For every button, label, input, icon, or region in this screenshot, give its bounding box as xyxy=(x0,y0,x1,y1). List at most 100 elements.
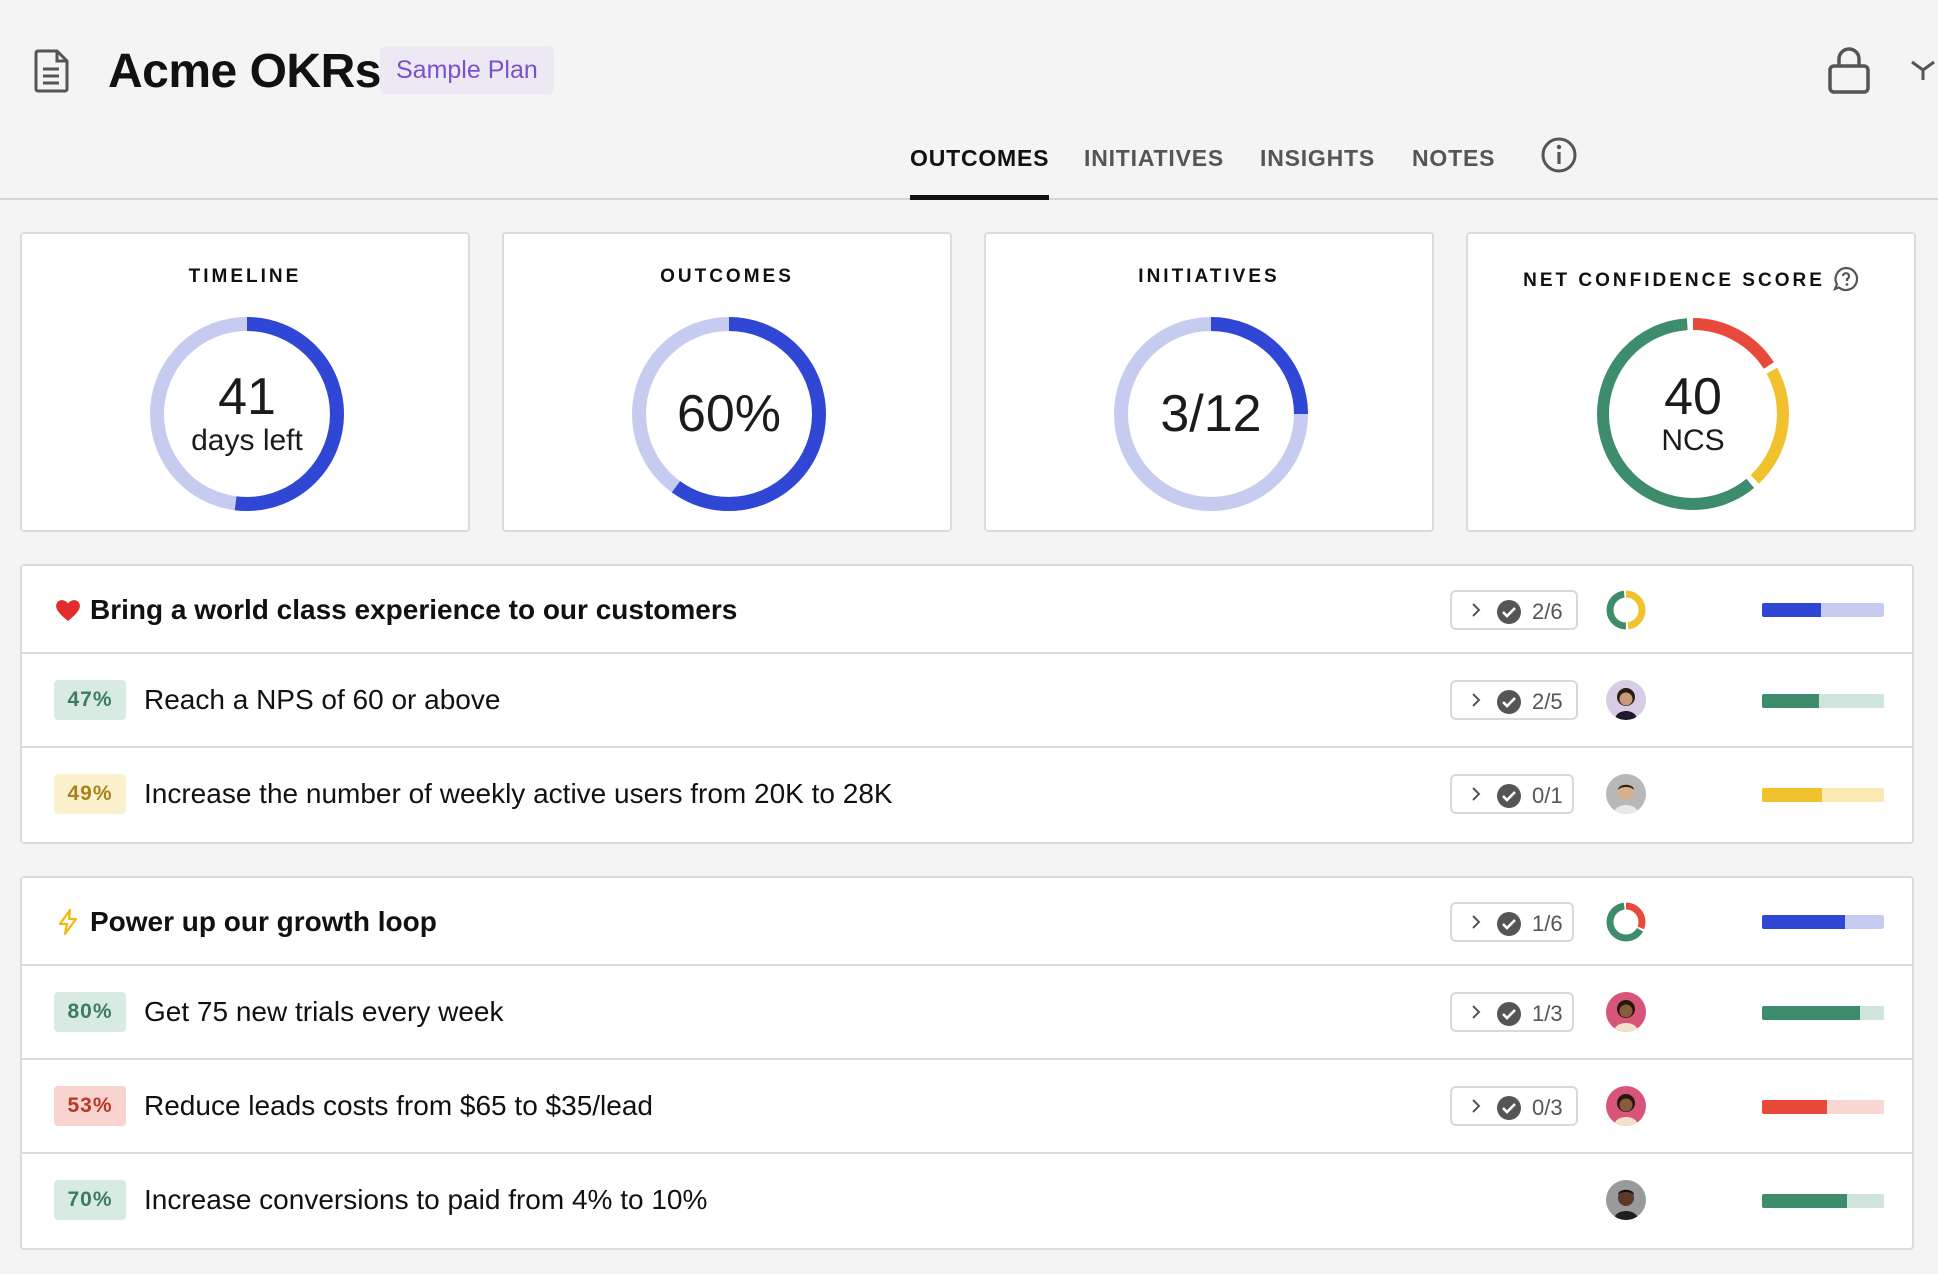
ring-progress xyxy=(150,317,344,511)
check-circle-icon xyxy=(1497,912,1521,936)
ncs-card: NET CONFIDENCE SCORE 40 NCS xyxy=(1466,232,1916,532)
ring-segment xyxy=(1606,902,1646,942)
kr-title: Get 75 new trials every week xyxy=(144,996,504,1027)
tab-notes[interactable]: NOTES xyxy=(1412,145,1496,171)
progress-fill xyxy=(1762,694,1820,708)
kr-progress-bar xyxy=(1762,694,1884,708)
objective-row[interactable]: Bring a world class experience to our cu… xyxy=(22,566,1912,654)
tab-outcomes[interactable]: OUTCOMES xyxy=(910,142,1050,200)
timeline-ring xyxy=(150,317,344,511)
key-result-row[interactable]: 53% Reduce leads costs from $65 to $35/l… xyxy=(22,1060,1912,1154)
kr-title: Increase the number of weekly active use… xyxy=(144,778,893,809)
tab-insights[interactable]: INSIGHTS xyxy=(1260,145,1376,171)
chevron-right-icon xyxy=(1472,1099,1481,1113)
initiatives-ring xyxy=(1114,317,1308,511)
kr-title: Increase conversions to paid from 4% to … xyxy=(144,1184,708,1215)
key-result-row[interactable]: 70% Increase conversions to paid from 4%… xyxy=(22,1154,1912,1248)
initiatives-toggle-button[interactable]: 0/3 xyxy=(1450,1086,1578,1126)
kr-progress-bar xyxy=(1762,1100,1884,1114)
kr-progress-bar xyxy=(1762,788,1884,802)
kr-progress-bar xyxy=(1762,1194,1884,1208)
initiatives-toggle-button[interactable]: 0/1 xyxy=(1450,774,1574,814)
lock-icon[interactable] xyxy=(1826,46,1872,94)
ncs-unit: NCS xyxy=(1661,424,1725,457)
confidence-ring xyxy=(1606,590,1646,630)
ncs-ring xyxy=(1597,318,1789,510)
plan-badge[interactable]: Sample Plan xyxy=(380,46,554,94)
owner-avatar[interactable] xyxy=(1606,774,1646,814)
outcomes-label: OUTCOMES xyxy=(660,266,794,287)
tab-bar: OUTCOMES INITIATIVES INSIGHTS NOTES xyxy=(0,130,1938,200)
kr-progress-bar xyxy=(1762,1006,1884,1020)
check-circle-icon xyxy=(1497,600,1521,624)
progress-fill xyxy=(1762,1100,1827,1114)
ring-segment xyxy=(1606,902,1646,942)
check-circle-icon xyxy=(1497,1096,1521,1120)
timeline-label: TIMELINE xyxy=(188,266,302,287)
initiatives-toggle-button[interactable]: 2/6 xyxy=(1450,590,1578,630)
owner-avatar[interactable] xyxy=(1606,1180,1646,1220)
ncs-label-text: NET CONFIDENCE SCORE xyxy=(1523,270,1825,291)
owner-avatar[interactable] xyxy=(1606,1086,1646,1126)
chevron-right-icon xyxy=(1472,603,1481,617)
timeline-value: 41 xyxy=(218,368,276,426)
info-icon[interactable] xyxy=(1540,136,1578,174)
initiatives-toggle-button[interactable]: 1/3 xyxy=(1450,992,1574,1032)
kr-percent-badge: 70% xyxy=(54,1180,126,1220)
kr-title: Reduce leads costs from $65 to $35/lead xyxy=(144,1090,653,1121)
document-icon xyxy=(34,49,69,93)
progress-fill xyxy=(1762,1006,1860,1020)
ncs-label: NET CONFIDENCE SCORE xyxy=(1468,266,1914,292)
objective-progress-bar xyxy=(1762,915,1884,929)
chevron-right-icon xyxy=(1472,787,1481,801)
tab-initiatives[interactable]: INITIATIVES xyxy=(1084,145,1224,171)
kr-percent-badge: 47% xyxy=(54,680,126,720)
initiatives-count: 2/6 xyxy=(1532,599,1563,624)
progress-fill xyxy=(1762,603,1821,617)
ring-segment xyxy=(1606,590,1646,630)
progress-fill xyxy=(1762,788,1822,802)
ring-progress xyxy=(1114,317,1308,511)
kr-title: Reach a NPS of 60 or above xyxy=(144,684,501,715)
initiatives-count: 0/1 xyxy=(1532,783,1563,808)
chevron-right-icon xyxy=(1472,1005,1481,1019)
chevron-right-icon xyxy=(1472,915,1481,929)
confidence-ring xyxy=(1606,902,1646,942)
collapse-icon[interactable] xyxy=(1908,54,1938,84)
initiatives-toggle-button[interactable]: 1/6 xyxy=(1450,902,1574,942)
lightning-icon xyxy=(58,908,78,936)
objective-row[interactable]: Power up our growth loop 1/6 xyxy=(22,878,1912,966)
key-result-row[interactable]: 80% Get 75 new trials every week 1/3 xyxy=(22,966,1912,1060)
objective-title: Bring a world class experience to our cu… xyxy=(90,594,738,625)
progress-fill xyxy=(1762,915,1845,929)
app-title: Acme OKRs xyxy=(108,45,381,98)
owner-avatar[interactable] xyxy=(1606,680,1646,720)
initiatives-toggle-button[interactable]: 2/5 xyxy=(1450,680,1578,720)
ncs-value: 40 xyxy=(1664,368,1722,426)
ring-segment xyxy=(1606,590,1646,630)
outcomes-value: 60% xyxy=(676,385,782,443)
initiatives-count: 2/5 xyxy=(1532,689,1563,714)
objective-group: Power up our growth loop 1/6 80% Get 75 … xyxy=(20,876,1914,1250)
timeline-unit: days left xyxy=(191,424,303,457)
help-icon[interactable] xyxy=(1832,266,1859,292)
outcomes-ring xyxy=(632,317,826,511)
check-circle-icon xyxy=(1497,690,1521,714)
kr-percent-badge: 53% xyxy=(54,1086,126,1126)
ring-segment xyxy=(1597,318,1789,510)
chevron-right-icon xyxy=(1472,693,1481,707)
check-circle-icon xyxy=(1497,784,1521,808)
check-circle-icon xyxy=(1497,1002,1521,1026)
key-result-row[interactable]: 47% Reach a NPS of 60 or above 2/5 xyxy=(22,654,1912,748)
ring-segment xyxy=(1597,318,1789,510)
key-result-row[interactable]: 49% Increase the number of weekly active… xyxy=(22,748,1912,842)
initiatives-value: 3/12 xyxy=(1160,385,1262,443)
owner-avatar[interactable] xyxy=(1606,992,1646,1032)
kr-percent-badge: 80% xyxy=(54,992,126,1032)
objective-group: Bring a world class experience to our cu… xyxy=(20,564,1914,844)
ring-segment xyxy=(1597,318,1789,510)
objective-title: Power up our growth loop xyxy=(90,906,437,937)
initiatives-label: INITIATIVES xyxy=(1138,266,1280,287)
initiatives-card: INITIATIVES 3/12 xyxy=(984,232,1434,532)
